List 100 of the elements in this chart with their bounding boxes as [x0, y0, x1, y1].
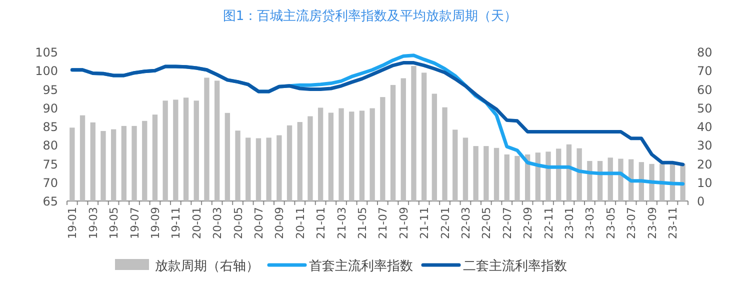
line-series: [70, 61, 685, 166]
x-tick-label: 21-05: [356, 207, 369, 239]
bar: [132, 126, 137, 201]
bar: [349, 112, 354, 201]
bar: [514, 156, 520, 201]
bar: [338, 108, 344, 201]
bar: [452, 130, 458, 201]
bar: [556, 148, 562, 201]
bar: [380, 97, 386, 201]
bar: [183, 98, 189, 201]
x-tick-label: 20-11: [294, 207, 307, 239]
bar: [152, 114, 158, 201]
y-tick-label: 90: [42, 101, 58, 116]
bar: [421, 72, 427, 201]
bar: [121, 126, 127, 201]
x-tick-label: 21-03: [335, 207, 348, 239]
bar: [246, 138, 251, 201]
y-tick-label: 85: [42, 120, 58, 134]
x-tick-label: 20-01: [190, 207, 204, 239]
y-tick-label: 75: [42, 157, 58, 172]
bar: [194, 100, 199, 201]
x-tick-label: 22-01: [438, 207, 452, 239]
x-tick-label: 21-07: [376, 207, 390, 239]
bar: [90, 122, 96, 201]
bar: [462, 138, 468, 201]
x-tick-label: 19-11: [170, 207, 183, 239]
x-tick-label: 23-01: [562, 207, 576, 239]
y2-tick-label: 10: [697, 176, 712, 190]
legend-label: 首套主流利率指数: [309, 258, 413, 274]
bar: [204, 78, 210, 201]
y-tick-label: 65: [42, 194, 58, 208]
bar: [390, 84, 396, 201]
y2-tick-label: 50: [697, 101, 712, 116]
x-tick-label: 22-05: [480, 207, 494, 239]
bar: [400, 78, 406, 201]
legend-label: 放款周期（右轴）: [155, 259, 259, 274]
bar: [214, 80, 220, 201]
bar: [411, 66, 416, 201]
y2-tick-label: 20: [697, 157, 712, 172]
x-tick-label: 22-11: [542, 207, 556, 239]
x-tick-label: 19-03: [86, 207, 100, 239]
bar: [566, 144, 572, 201]
x-tick-label: 22-03: [459, 207, 472, 239]
bar: [484, 146, 489, 201]
bar: [256, 138, 262, 201]
legend-label: 二套主流利率指数: [463, 258, 567, 274]
bar: [173, 100, 178, 201]
bar: [587, 160, 592, 201]
bar: [649, 164, 654, 201]
bar: [576, 148, 582, 201]
bar: [297, 122, 302, 201]
bar: [80, 115, 86, 201]
y2-tick-label: 0: [697, 194, 705, 208]
y-tick-label: 80: [42, 138, 58, 153]
x-tick-label: 21-09: [397, 207, 410, 239]
y-tick-label: 100: [35, 64, 58, 78]
bar: [432, 94, 438, 201]
bar: [308, 116, 313, 201]
y-tick-label: 95: [42, 82, 58, 97]
x-tick-label: 20-03: [211, 207, 224, 239]
y2-tick-label: 80: [697, 46, 712, 60]
x-tick-label: 21-01: [314, 207, 328, 239]
x-tick-label: 20-05: [232, 207, 245, 239]
x-tick-label: 19-05: [108, 207, 121, 239]
bar: [442, 107, 448, 201]
bar: [546, 152, 551, 201]
x-tick-label: 22-07: [500, 207, 514, 239]
y2-tick-label: 60: [697, 82, 712, 97]
bar: [494, 148, 500, 201]
x-tick-label: 21-11: [418, 207, 432, 239]
x-tick-label: 23-11: [666, 207, 680, 239]
bar: [318, 108, 324, 201]
bar: [370, 108, 375, 201]
x-tick-label: 19-07: [128, 207, 142, 239]
bar: [276, 135, 282, 201]
x-tick-label: 19-01: [66, 207, 80, 239]
bar: [473, 146, 478, 201]
chart-title: 图1：百城主流房贷利率指数及平均放款周期（天）: [222, 8, 518, 24]
bar: [235, 130, 240, 201]
bar: [100, 130, 106, 201]
bar: [359, 110, 365, 201]
bar: [142, 120, 148, 201]
bar: [618, 158, 624, 201]
bar: [266, 138, 272, 201]
bar: [162, 100, 168, 201]
x-tick-label: 23-05: [604, 207, 618, 239]
bar: [70, 128, 75, 201]
x-tick-label: 23-03: [584, 207, 597, 239]
bar: [110, 129, 116, 201]
y2-tick-label: 40: [697, 120, 712, 134]
x-tick-label: 23-07: [625, 207, 638, 239]
bar: [328, 112, 334, 201]
bar: [535, 152, 541, 201]
x-tick-label: 22-09: [522, 207, 535, 239]
x-tick-label: 23-09: [646, 207, 659, 239]
y2-tick-label: 70: [697, 64, 712, 78]
x-tick-label: 20-07: [252, 207, 266, 239]
y-tick-label: 105: [35, 46, 58, 60]
bar: [224, 112, 230, 201]
bar: [504, 154, 510, 201]
